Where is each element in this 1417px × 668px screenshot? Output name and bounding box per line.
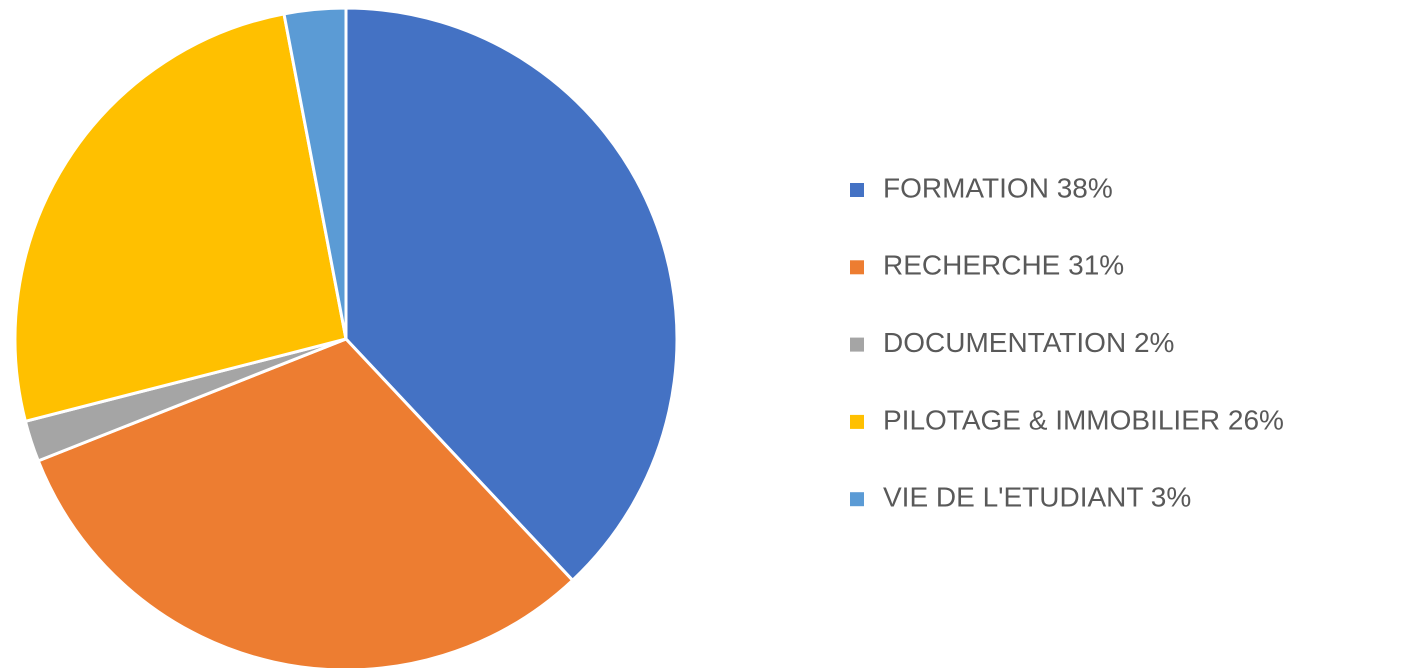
pie-slice xyxy=(13,12,348,424)
legend-label: DOCUMENTATION 2% xyxy=(883,327,1174,358)
pie-slice xyxy=(36,337,575,668)
legend-label: RECHERCHE 31% xyxy=(883,250,1124,281)
legend-swatch xyxy=(850,337,864,352)
legend-swatch xyxy=(850,414,864,429)
pie-slice xyxy=(282,6,348,340)
pie-slice xyxy=(344,6,679,583)
legend-swatch xyxy=(850,183,864,197)
legend-label: FORMATION 38% xyxy=(883,172,1113,203)
legend-swatch xyxy=(850,260,864,275)
legend-swatch xyxy=(850,492,864,507)
legend-label: VIE DE L'ETUDIANT 3% xyxy=(883,482,1191,513)
legend-label: PILOTAGE & IMMOBILIER 26% xyxy=(883,404,1284,435)
